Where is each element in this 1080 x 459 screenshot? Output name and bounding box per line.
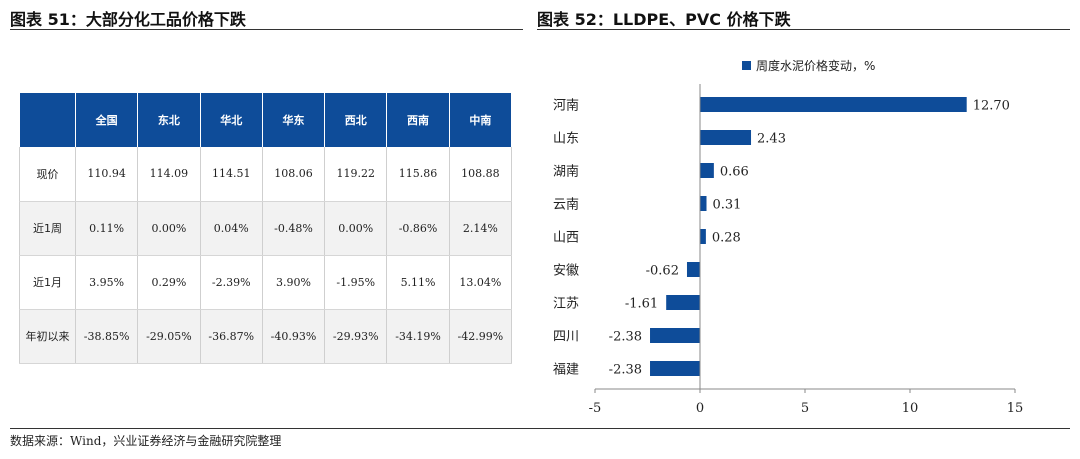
cement-price-bar-chart: 周度水泥价格变动，% 12.70 2.43 0.66 0.31 0.28 -0.62 -1.…: [553, 58, 1024, 416]
x-tick-label: 0: [696, 401, 704, 416]
table-row-label: 现价: [19, 147, 76, 202]
table-cell: -40.93%: [261, 309, 326, 364]
table-cell: -42.99%: [448, 309, 513, 364]
bar-云南: [700, 196, 707, 211]
table-cell: 115.86: [386, 147, 450, 202]
source-note: 数据来源：Wind，兴业证券经济与金融研究院整理: [10, 434, 282, 448]
table-cell: -1.95%: [324, 255, 388, 310]
table-row: 近1周 0.11% 0.00% 0.04% -0.48% 0.00% -0.86…: [19, 201, 513, 256]
table-row: 年初以来 -38.85% -29.05% -36.87% -40.93% -29…: [19, 309, 513, 364]
legend-swatch: [742, 61, 751, 70]
table-cell: 3.90%: [261, 255, 326, 310]
table-cell: -0.86%: [386, 201, 450, 256]
data-label: 0.28: [712, 231, 741, 246]
category-label: 云南: [553, 197, 579, 213]
x-tick-label: 10: [902, 401, 919, 416]
table-cell: 0.00%: [137, 201, 201, 256]
bar-福建: [650, 361, 700, 376]
table-header-cell: 华北: [199, 93, 263, 147]
data-label: 0.31: [713, 198, 742, 213]
data-label: -2.38: [609, 330, 642, 345]
chart-legend: 周度水泥价格变动，%: [742, 58, 875, 73]
x-axis: -5 0 5 10 15: [589, 84, 1024, 416]
table-row: 现价 110.94 114.09 114.51 108.06 119.22 11…: [19, 147, 513, 202]
bar-湖南: [700, 163, 714, 178]
right-title-rule: [537, 29, 1070, 30]
table-row: 近1月 3.95% 0.29% -2.39% 3.90% -1.95% 5.11…: [19, 255, 513, 310]
table-cell: 108.88: [448, 147, 513, 202]
table-row-label: 年初以来: [19, 309, 76, 364]
table-cell: -38.85%: [74, 309, 139, 364]
bar-江苏: [666, 295, 700, 310]
bar-山西: [700, 229, 706, 244]
table-cell: 2.14%: [448, 201, 513, 256]
table-cell: -29.93%: [324, 309, 388, 364]
category-label: 福建: [553, 363, 579, 378]
bar-series: [650, 97, 967, 376]
table-row-label: 近1月: [19, 255, 76, 310]
table-cell: 3.95%: [74, 255, 139, 310]
table-header-cell: [19, 93, 76, 147]
table-header-cell: 东北: [137, 93, 201, 147]
table-cell: -2.39%: [199, 255, 263, 310]
bar-山东: [700, 130, 752, 145]
table-cell: 0.11%: [74, 201, 139, 256]
x-tick-label: 5: [801, 401, 809, 416]
table-cell: 13.04%: [448, 255, 513, 310]
bar-四川: [650, 328, 700, 343]
legend-label: 周度水泥价格变动，%: [756, 58, 875, 73]
data-label: 0.66: [720, 165, 749, 180]
left-panel-title: 图表 51：大部分化工品价格下跌: [10, 10, 246, 29]
data-label: -0.62: [646, 264, 679, 279]
bar-安徽: [686, 262, 700, 277]
table-header-row: 全国 东北 华北 华东 西北 西南 中南: [19, 93, 513, 147]
table-cell: 114.09: [137, 147, 201, 202]
price-table: 全国 东北 华北 华东 西北 西南 中南 现价 110.94 114.09 11…: [19, 93, 513, 364]
table-header-cell: 华东: [261, 93, 326, 147]
data-label: -2.38: [609, 363, 642, 378]
table-cell: 110.94: [74, 147, 139, 202]
bar-河南: [700, 97, 967, 112]
table-cell: 5.11%: [386, 255, 450, 310]
table-cell: 119.22: [324, 147, 388, 202]
data-labels: 12.70 2.43 0.66 0.31 0.28 -0.62 -1.61 -2.38 -2.3…: [609, 99, 1010, 378]
category-label: 山东: [553, 132, 579, 147]
category-label: 江苏: [553, 296, 579, 312]
data-label: 12.70: [973, 99, 1010, 114]
x-tick-label: 15: [1007, 401, 1024, 416]
table-row-label: 近1周: [19, 201, 76, 256]
category-label: 安徽: [553, 264, 579, 279]
data-label: -1.61: [625, 297, 658, 312]
table-cell: -0.48%: [261, 201, 326, 256]
x-tick-label: -5: [589, 401, 602, 416]
table-cell: 108.06: [261, 147, 326, 202]
category-label: 山西: [553, 231, 579, 246]
table-cell: 0.29%: [137, 255, 201, 310]
table-header-cell: 西北: [324, 93, 388, 147]
source-rule: [10, 428, 1070, 429]
table-header-cell: 中南: [448, 93, 513, 147]
table-cell: -36.87%: [199, 309, 263, 364]
table-cell: 0.04%: [199, 201, 263, 256]
table-header-cell: 全国: [74, 93, 139, 147]
table-cell: 114.51: [199, 147, 263, 202]
table-header-cell: 西南: [386, 93, 450, 147]
table-cell: -34.19%: [386, 309, 450, 364]
category-label: 四川: [553, 330, 579, 345]
left-title-rule: [10, 29, 523, 30]
table-cell: 0.00%: [324, 201, 388, 256]
category-label: 湖南: [553, 164, 579, 180]
category-label: 河南: [553, 98, 579, 114]
data-label: 2.43: [757, 132, 786, 147]
right-panel-title: 图表 52：LLDPE、PVC 价格下跌: [537, 10, 791, 29]
table-cell: -29.05%: [137, 309, 201, 364]
